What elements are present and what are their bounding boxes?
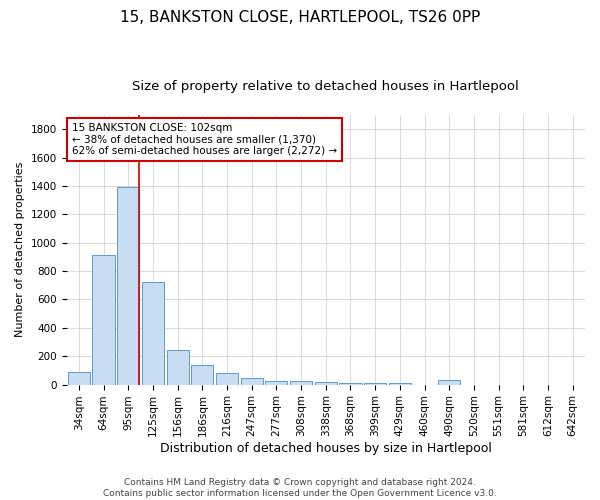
Bar [364,383,386,384]
Bar [216,373,238,384]
Y-axis label: Number of detached properties: Number of detached properties [15,162,25,338]
Bar [265,380,287,384]
X-axis label: Distribution of detached houses by size in Hartlepool: Distribution of detached houses by size … [160,442,492,455]
Bar [92,256,115,384]
Text: 15 BANKSTON CLOSE: 102sqm
← 38% of detached houses are smaller (1,370)
62% of se: 15 BANKSTON CLOSE: 102sqm ← 38% of detac… [72,123,337,156]
Bar [314,382,337,384]
Bar [438,380,460,384]
Text: 15, BANKSTON CLOSE, HARTLEPOOL, TS26 0PP: 15, BANKSTON CLOSE, HARTLEPOOL, TS26 0PP [120,10,480,25]
Bar [290,381,312,384]
Bar [340,383,362,384]
Bar [68,372,90,384]
Bar [167,350,189,384]
Bar [241,378,263,384]
Bar [191,364,214,384]
Bar [117,188,139,384]
Bar [142,282,164,384]
Title: Size of property relative to detached houses in Hartlepool: Size of property relative to detached ho… [133,80,519,93]
Text: Contains HM Land Registry data © Crown copyright and database right 2024.
Contai: Contains HM Land Registry data © Crown c… [103,478,497,498]
